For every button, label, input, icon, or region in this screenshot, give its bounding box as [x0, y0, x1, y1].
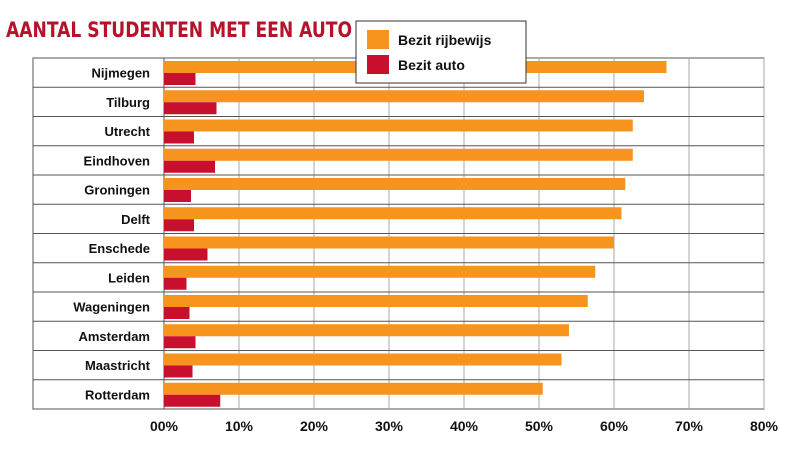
- bar-rijbewijs: [164, 207, 622, 220]
- bar-auto: [164, 277, 187, 290]
- x-tick-label: 70%: [675, 418, 704, 434]
- x-tick-label: 80%: [750, 418, 779, 434]
- chart-title: AANTAL STUDENTEN MET EEN AUTO: [6, 18, 352, 42]
- legend-label: Bezit rijbewijs: [398, 32, 492, 48]
- category-label: Delft: [121, 212, 151, 227]
- bar-auto: [164, 336, 196, 349]
- category-label: Leiden: [108, 270, 150, 285]
- category-label: Eindhoven: [84, 153, 151, 168]
- legend-label: Bezit auto: [398, 57, 465, 73]
- category-label: Utrecht: [104, 124, 150, 139]
- category-label: Wageningen: [73, 300, 150, 315]
- bar-rijbewijs: [164, 353, 562, 366]
- category-label: Nijmegen: [91, 66, 150, 81]
- x-tick-label: 10%: [225, 418, 254, 434]
- x-axis-ticks: 00% 10% 20% 30% 40% 50% 60% 70% 80%: [150, 418, 779, 434]
- bar-rijbewijs: [164, 90, 644, 103]
- bar-rijbewijs: [164, 236, 614, 249]
- category-label: Tilburg: [106, 95, 150, 110]
- x-tick-label: 00%: [150, 418, 179, 434]
- x-tick-label: 60%: [600, 418, 629, 434]
- category-rows: Nijmegen Tilburg Utrecht Eindhoven Groningen…: [33, 66, 764, 402]
- category-label: Amsterdam: [78, 329, 150, 344]
- legend: Bezit rijbewijs Bezit auto: [355, 20, 527, 84]
- category-label: Maastricht: [85, 358, 151, 373]
- bar-rijbewijs: [164, 178, 626, 190]
- x-tick-label: 30%: [375, 418, 404, 434]
- bar-rijbewijs: [164, 265, 596, 278]
- category-label: Enschede: [89, 241, 150, 256]
- bar-auto: [164, 73, 196, 85]
- bar-rijbewijs: [164, 119, 633, 132]
- bar-auto: [164, 248, 208, 261]
- bar-rijbewijs: [164, 382, 543, 395]
- bars: [164, 61, 667, 407]
- bar-auto: [164, 219, 194, 232]
- bar-rijbewijs: [164, 295, 588, 307]
- bar-auto: [164, 102, 217, 115]
- bar-auto: [164, 131, 194, 144]
- x-tick-label: 40%: [450, 418, 479, 434]
- bar-auto: [164, 190, 191, 202]
- category-label: Groningen: [84, 183, 150, 198]
- x-tick-label: 20%: [300, 418, 329, 434]
- legend-swatch: [367, 30, 389, 49]
- category-label: Rotterdam: [85, 387, 150, 402]
- bar-auto: [164, 160, 215, 173]
- bar-rijbewijs: [164, 324, 569, 337]
- bar-rijbewijs: [164, 148, 633, 161]
- bar-auto: [164, 307, 190, 319]
- bar-auto: [164, 365, 193, 378]
- legend-swatch: [367, 55, 389, 74]
- bar-auto: [164, 394, 221, 407]
- x-tick-label: 50%: [525, 418, 554, 434]
